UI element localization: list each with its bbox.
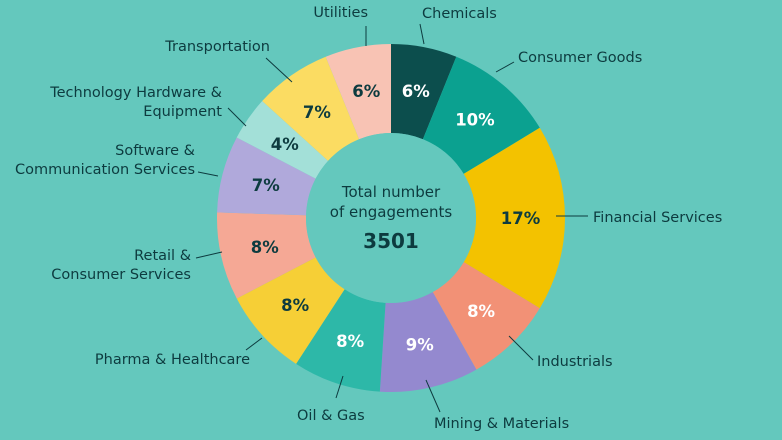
slice-percentage-label: 9% [406,335,434,354]
leader-line [245,337,263,351]
slice-mining-materials [379,292,477,392]
leader-line [197,171,219,177]
leader-line [265,57,293,83]
slice-percentage-label: 8% [281,296,309,315]
donut-hole [306,133,476,303]
category-label: Retail & Consumer Services [51,248,191,283]
center-label: Total number of engagements 3501 [330,183,453,253]
percentage-labels: 6%10%17%8%9%8%8%8%7%4%7%6% [251,82,541,354]
slice-transportation [262,56,360,161]
slice-industrials [432,262,540,370]
slice-percentage-label: 8% [336,332,364,351]
leader-line [508,335,534,361]
slice-technology-hardware-equipment [236,101,329,179]
slice-percentage-label: 10% [455,110,495,129]
category-label: Transportation [164,39,270,55]
leader-line [495,61,515,73]
slice-consumer-goods [422,56,540,174]
category-label: Industrials [537,354,613,370]
leader-line [335,375,344,399]
slice-software-communication-services [217,137,316,216]
leader-line [195,251,223,259]
slice-percentage-label: 6% [402,82,430,101]
category-label: Mining & Materials [434,416,569,432]
slice-percentage-label: 17% [501,209,541,228]
slice-utilities [325,44,391,140]
category-label: Pharma & Healthcare [95,352,250,368]
slice-percentage-label: 4% [271,135,299,154]
slice-retail-consumer-services [217,212,316,299]
donut-slices [217,44,566,392]
center-label-line-2: of engagements [330,203,453,221]
slice-percentage-label: 7% [303,103,331,122]
leader-line [227,107,247,127]
slice-percentage-label: 8% [467,302,495,321]
category-label: Consumer Goods [518,50,642,66]
slice-oil-gas [296,289,386,392]
category-labels: Chemicals Consumer Goods Financial Service… [15,5,722,432]
category-label: Utilities [313,5,368,21]
slice-percentage-label: 6% [352,82,380,101]
category-label: Technology Hardware & Equipment [49,85,222,120]
leader-lines [195,23,588,413]
leader-line [425,379,441,413]
center-label-line-1: Total number [341,183,441,201]
leader-line [419,23,425,45]
total-engagements: 3501 [363,229,419,253]
category-label: Chemicals [422,6,497,22]
slice-pharma-healthcare [236,257,345,364]
slice-financial-services [463,127,566,309]
slice-chemicals [391,44,457,140]
slice-percentage-label: 8% [251,238,279,257]
slice-percentage-label: 7% [252,176,280,195]
category-label: Oil & Gas [297,408,365,424]
category-label: Software & Communication Services [15,143,195,178]
category-label: Financial Services [593,210,722,226]
